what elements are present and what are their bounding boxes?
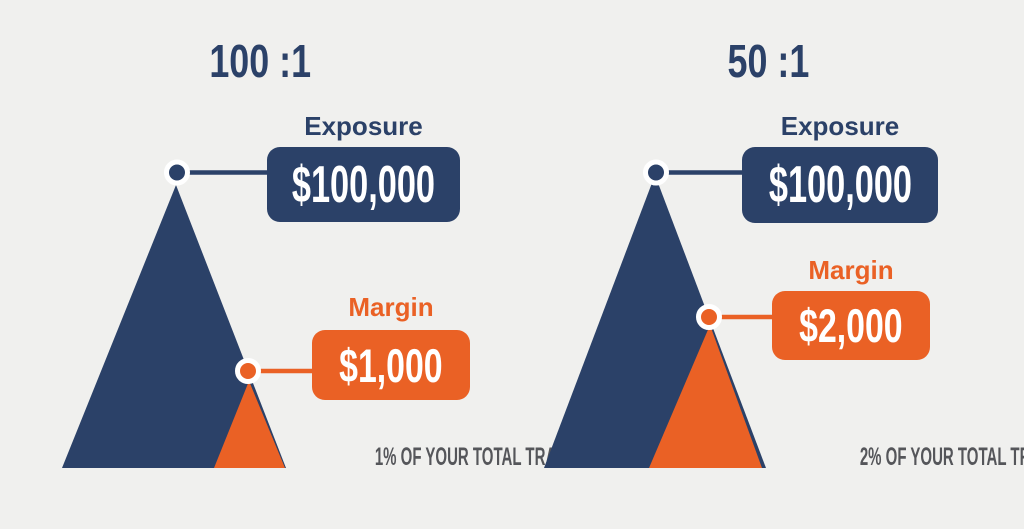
margin-value: $1,000 (339, 338, 443, 392)
margin-label: Margin (808, 255, 894, 285)
margin-value-box: $1,000 (312, 330, 470, 400)
panel-50-to-1-graphic (544, 159, 777, 468)
margin-percentage-note: 1% OF YOUR TOTAL TRADE (374, 443, 578, 471)
margin-value-box: $2,000 (772, 291, 930, 360)
exposure-triangle (62, 185, 286, 468)
exposure-value-box: $100,000 (742, 147, 938, 223)
exposure-value: $100,000 (768, 156, 912, 214)
margin-triangle (649, 325, 762, 468)
exposure-label: Exposure (304, 111, 423, 141)
panel-100-to-1: 100 :1 Exposure $100,000 Margin $1,000 1… (62, 38, 578, 471)
exposure-value: $100,000 (291, 155, 436, 214)
panel-100-to-1-graphic (62, 159, 317, 468)
ratio-title: 100 :1 (209, 35, 311, 87)
exposure-label: Exposure (780, 111, 900, 141)
exposure-value-box: $100,000 (267, 147, 460, 222)
margin-value: $2,000 (799, 299, 903, 352)
panel-50-to-1: 50 :1 Exposure $100,000 Margin $2,000 2%… (512, 0, 1024, 529)
margin-label: Margin (348, 292, 434, 322)
margin-percentage-note: 2% OF YOUR TOTAL TRADE (859, 443, 1024, 471)
margin-marker-dot-icon (235, 358, 261, 384)
margin-triangle (214, 381, 285, 468)
ratio-title: 50 :1 (727, 35, 809, 87)
exposure-marker-dot-icon (164, 159, 190, 186)
exposure-marker-dot-icon (643, 159, 669, 186)
margin-marker-dot-icon (696, 304, 722, 330)
